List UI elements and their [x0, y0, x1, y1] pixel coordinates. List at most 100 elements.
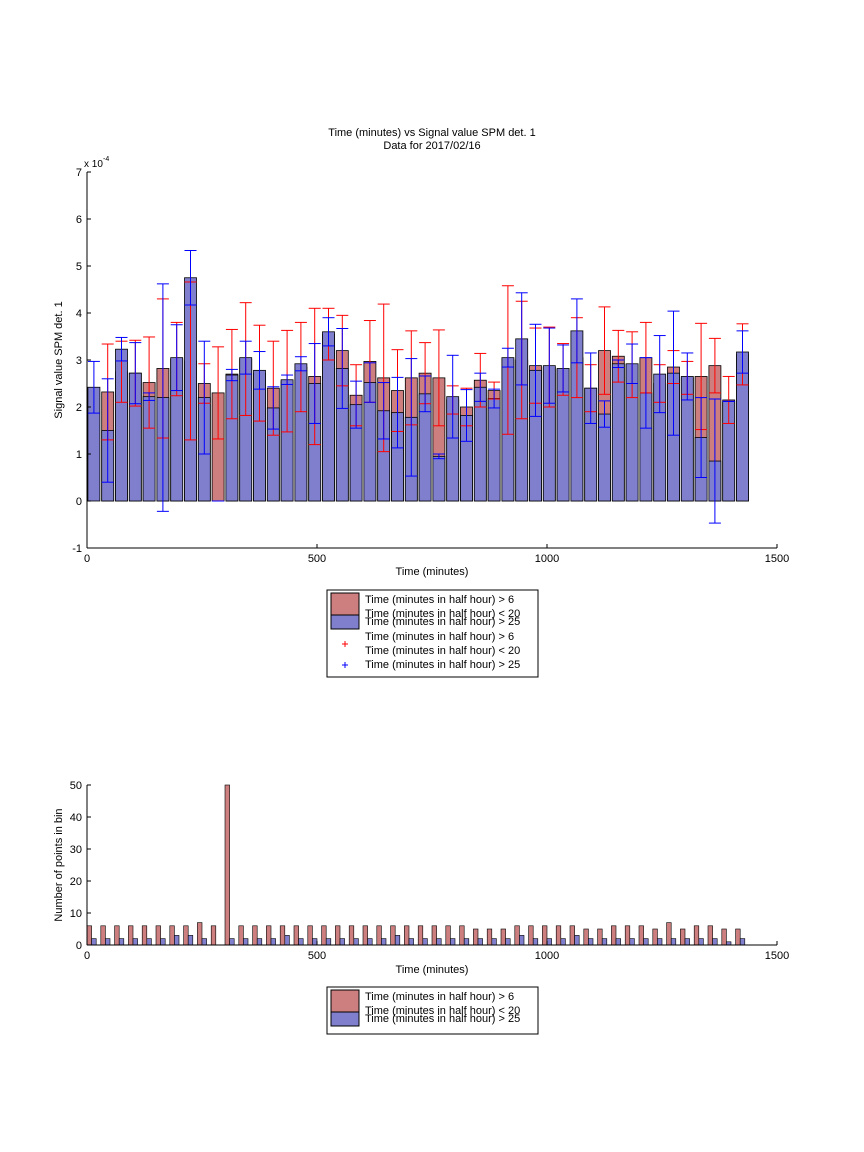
- chart2-y-tick-label: 0: [76, 940, 82, 952]
- chart2-bar: [422, 938, 428, 946]
- chart2-bar: [404, 925, 410, 946]
- chart2-bar: [693, 925, 700, 946]
- chart2-bar: [624, 925, 631, 946]
- chart2-bar: [666, 922, 672, 946]
- chart2-bar: [339, 938, 345, 946]
- chart2-bar: [174, 935, 180, 946]
- chart2-bar: [141, 925, 148, 946]
- chart2-bars: [86, 784, 746, 946]
- chart2-bar: [417, 925, 424, 946]
- chart1-legend-label: Time (minutes in half hour) < 20: [365, 645, 520, 657]
- chart2-bar: [431, 925, 437, 946]
- chart2-bar: [611, 925, 617, 946]
- chart2-x-tick-label: 1000: [535, 950, 559, 962]
- chart1-y-tick-label: 3: [76, 355, 82, 367]
- chart1-y-tick-label: 2: [76, 402, 82, 414]
- chart2-x-tick-label: 500: [308, 950, 326, 962]
- chart2-legend-frame: [326, 986, 539, 1035]
- chart2-bar: [298, 938, 304, 946]
- chart1-bar: [432, 455, 446, 502]
- chart2-bar: [266, 925, 272, 946]
- chart1-y-tick-label: -1: [72, 543, 82, 555]
- chart2-bar: [560, 938, 566, 946]
- chart2-bar: [169, 925, 175, 946]
- chart2-bar: [463, 938, 470, 946]
- chart2-bar: [183, 925, 189, 946]
- chart2-bar: [353, 938, 359, 946]
- chart1-legend-patch: [330, 614, 360, 630]
- chart1-y-tick-label: 5: [76, 261, 82, 273]
- chart2-bar: [256, 938, 263, 946]
- chart1-x-tick-label: 500: [308, 553, 326, 565]
- chart2-bar: [486, 928, 493, 946]
- chart2-bar: [445, 925, 451, 946]
- chart2-bar: [394, 935, 401, 946]
- chart2-bar: [321, 925, 327, 946]
- chart2-y-tick-label: 30: [70, 844, 82, 856]
- chart2-bar: [542, 925, 548, 946]
- chart2-bar: [555, 925, 562, 946]
- chart2-y-tick-label: 10: [70, 908, 82, 920]
- chart2-legend-label: Time (minutes in half hour) > 6: [365, 991, 514, 1003]
- chart2-bar: [224, 784, 230, 946]
- chart1-legend-label: Time (minutes in half hour) > 6: [365, 594, 514, 606]
- chart2-bar: [238, 925, 244, 946]
- chart2-bar: [569, 925, 575, 946]
- chart2-bar: [500, 928, 506, 946]
- chart2-bar: [574, 935, 580, 946]
- chart2-bar: [201, 938, 207, 946]
- chart2-bar: [532, 938, 539, 946]
- chart1-title: Time (minutes) vs Signal value SPM det. …: [328, 127, 535, 139]
- chart2-bar: [229, 938, 235, 946]
- chart2-bar: [243, 938, 249, 946]
- chart2-bar: [601, 938, 608, 946]
- chart2-bar: [252, 925, 258, 946]
- chart2-bar: [270, 938, 276, 946]
- chart1-error-bars: [87, 249, 749, 524]
- chart2-bar: [680, 928, 686, 946]
- chart2-bar: [325, 938, 332, 946]
- chart2-ylabel: Number of points in bin: [53, 808, 65, 921]
- chart2-bar: [155, 925, 161, 946]
- chart2-xlabel: Time (minutes): [396, 964, 469, 976]
- chart2-y-tick-label: 40: [70, 812, 82, 824]
- chart2-legend-label: Time (minutes in half hour) < 20: [365, 1005, 520, 1017]
- chart2-bar: [519, 935, 525, 946]
- chart2-legend-patch: [330, 989, 360, 1013]
- chart2-bar: [652, 928, 658, 946]
- chart2-legend-patch: [330, 1011, 360, 1027]
- chart1-legend-patch: [330, 592, 360, 616]
- chart2-bar: [473, 928, 479, 946]
- chart2-bar: [707, 925, 713, 946]
- chart1-subtitle: Data for 2017/02/16: [383, 140, 480, 152]
- chart1-y-tick-label: 7: [76, 167, 82, 179]
- chart2-bar: [146, 938, 152, 946]
- chart2-bar: [114, 925, 120, 946]
- chart2-bar: [197, 922, 203, 946]
- chart2-bar: [491, 938, 497, 946]
- chart1-x-tick-label: 1500: [765, 553, 789, 565]
- chart2-bar: [312, 938, 318, 946]
- chart2-bar: [100, 925, 106, 946]
- chart2-bar: [390, 925, 396, 946]
- chart2-bar: [210, 925, 217, 946]
- chart2-bar: [477, 938, 483, 946]
- chart2-bar: [629, 938, 635, 946]
- chart2-bar: [638, 925, 644, 946]
- chart1-x-tick-label: 0: [84, 553, 90, 565]
- chart2-bar: [698, 938, 704, 946]
- chart2-bar: [348, 925, 355, 946]
- chart1-legend: Time (minutes in half hour) > 6 Time (min…: [326, 589, 539, 678]
- chart2-bar: [128, 925, 134, 946]
- chart2-bar: [335, 925, 341, 946]
- chart2-bar: [132, 938, 138, 946]
- chart2-bar: [528, 925, 534, 946]
- chart2-bar: [588, 938, 594, 946]
- chart1-legend-label: Time (minutes in half hour) > 25: [365, 659, 520, 671]
- chart1-legend-label: Time (minutes in half hour) > 6: [365, 631, 514, 643]
- chart2-bar: [160, 938, 166, 946]
- chart2-bar: [284, 935, 290, 946]
- chart1-y-tick-label: 4: [76, 308, 82, 320]
- chart2-bar: [279, 925, 286, 946]
